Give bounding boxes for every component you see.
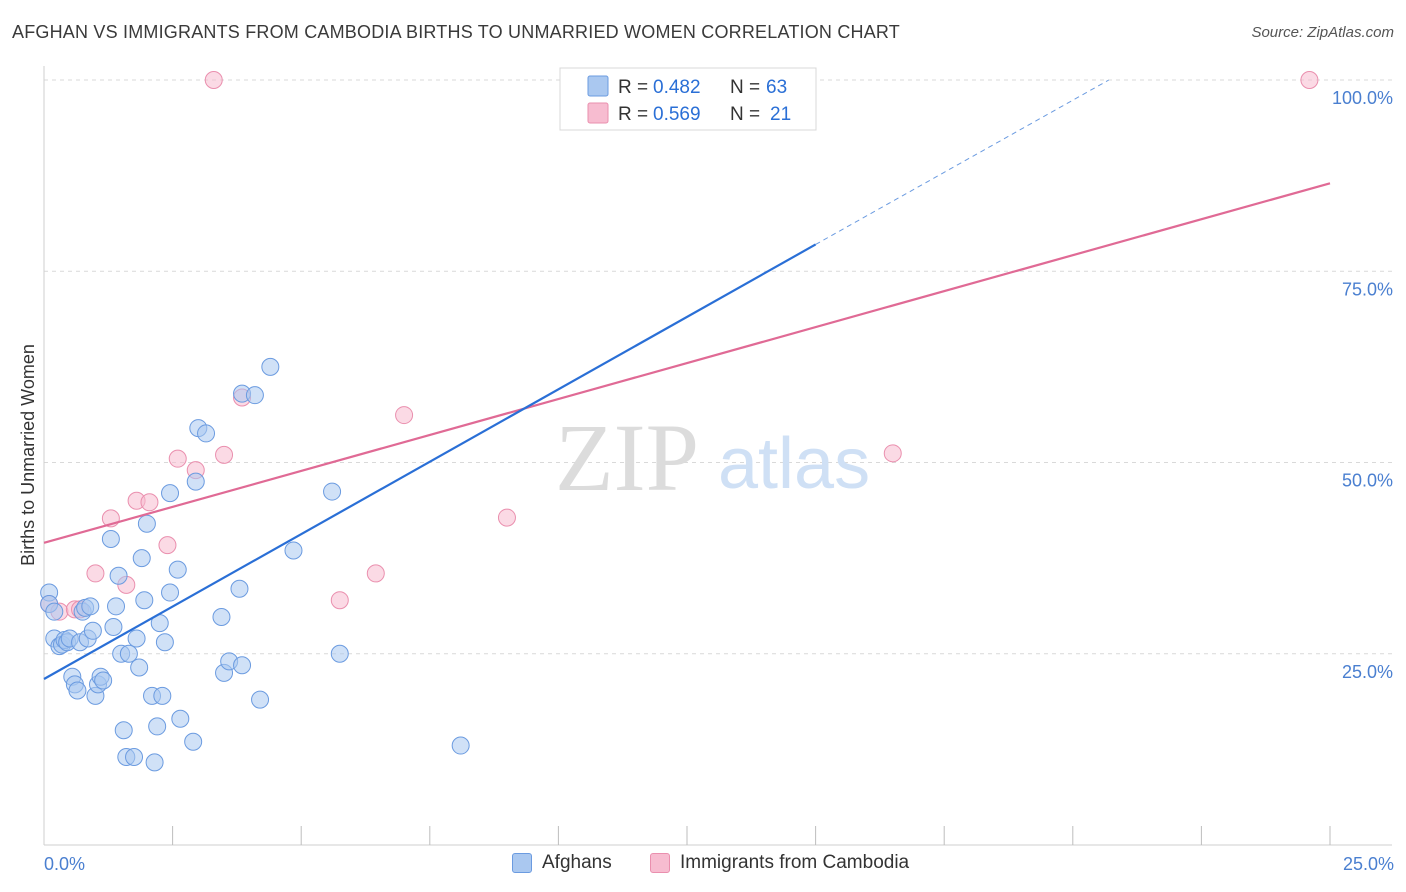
data-point-cambodia <box>330 591 349 610</box>
data-point-afghans <box>161 583 180 602</box>
data-point-afghans <box>81 597 100 616</box>
data-point-afghans <box>148 717 167 736</box>
data-point-afghans <box>261 357 280 376</box>
legend-label-afghans: Afghans <box>542 852 612 873</box>
y-tick-label: 25.0% <box>1342 662 1393 682</box>
y-tick-label: 75.0% <box>1342 279 1393 299</box>
chart-source: Source: ZipAtlas.com <box>1251 24 1394 41</box>
watermark: ZIP atlas <box>555 404 870 511</box>
data-point-afghans <box>155 633 174 652</box>
data-point-cambodia <box>883 444 902 463</box>
data-point-afghans <box>83 621 102 640</box>
trend-line-afghans-extension <box>815 79 1110 245</box>
axes <box>43 66 1392 846</box>
legend-r-value-2: 0.569 <box>653 104 701 125</box>
data-point-afghans <box>119 644 138 663</box>
trend-line-cambodia <box>43 182 1331 544</box>
data-point-afghans <box>135 591 154 610</box>
legend-r-value-1: 0.482 <box>653 77 701 98</box>
data-point-cambodia <box>204 71 223 89</box>
data-point-afghans <box>125 748 144 767</box>
data-point-afghans <box>107 597 126 616</box>
data-point-afghans <box>130 658 149 677</box>
data-point-cambodia <box>215 445 234 464</box>
trend-lines <box>43 79 1331 680</box>
data-point-afghans <box>212 608 231 627</box>
data-point-afghans <box>109 566 128 585</box>
series-cambodia-points <box>40 71 1319 621</box>
legend-n-value-1: 63 <box>766 77 787 98</box>
data-point-afghans <box>104 617 123 636</box>
x-tick-label-left: 0.0% <box>44 854 85 874</box>
legend-r-label-1: R = <box>618 77 648 98</box>
data-point-afghans <box>184 732 203 751</box>
data-point-afghans <box>186 472 205 491</box>
trend-line-afghans <box>43 243 817 680</box>
data-point-cambodia <box>140 493 159 512</box>
y-axis-label: Births to Unmarried Women <box>18 344 38 566</box>
series-afghans-points <box>40 71 588 772</box>
chart-title: AFGHAN VS IMMIGRANTS FROM CAMBODIA BIRTH… <box>12 22 901 42</box>
watermark-atlas: atlas <box>718 424 870 504</box>
series-legend: Afghans Immigrants from Cambodia <box>0 852 1406 878</box>
data-point-afghans <box>233 656 252 675</box>
data-point-afghans <box>127 629 146 648</box>
data-point-afghans <box>145 753 164 772</box>
data-point-cambodia <box>168 449 187 468</box>
legend-n-label-1: N = <box>730 77 760 98</box>
data-point-afghans <box>168 560 187 579</box>
data-point-afghans <box>230 579 249 598</box>
data-point-afghans <box>94 671 113 690</box>
y-tick-label: 50.0% <box>1342 471 1393 491</box>
data-point-cambodia <box>158 536 177 555</box>
data-point-afghans <box>45 602 64 621</box>
data-point-cambodia <box>1300 71 1319 89</box>
data-point-afghans <box>284 541 303 560</box>
watermark-zip: ZIP <box>555 404 699 511</box>
y-tick-label: 100.0% <box>1332 88 1393 108</box>
legend-r-label-2: R = <box>618 104 648 125</box>
data-point-afghans <box>171 709 190 728</box>
legend-item-afghans: Afghans <box>512 852 612 874</box>
data-point-afghans <box>245 386 264 405</box>
data-point-cambodia <box>395 406 414 425</box>
data-point-afghans <box>153 686 172 705</box>
data-point-cambodia <box>366 564 385 583</box>
correlation-legend: R = 0.482 N = 63 R = 0.569 N = 21 <box>559 67 817 131</box>
data-point-cambodia <box>497 508 516 527</box>
legend-swatch-cambodia <box>587 102 609 124</box>
data-point-afghans <box>114 721 133 740</box>
data-point-afghans <box>132 549 151 568</box>
y-tick-labels: 25.0% 50.0% 75.0% 100.0% <box>1332 88 1393 682</box>
data-point-afghans <box>251 690 270 709</box>
x-tick-label-right: 25.0% <box>1343 854 1394 874</box>
legend-n-value-2: 21 <box>770 104 791 125</box>
data-point-afghans <box>330 644 349 663</box>
gridlines <box>44 79 1392 655</box>
legend-item-cambodia: Immigrants from Cambodia <box>650 852 909 874</box>
legend-swatch-afghans <box>587 75 609 97</box>
data-point-afghans <box>137 514 156 533</box>
data-point-afghans <box>323 482 342 501</box>
data-point-cambodia <box>86 564 105 583</box>
legend-swatch-cambodia-bottom <box>650 853 670 873</box>
data-point-afghans <box>101 530 120 548</box>
data-point-afghans <box>68 681 87 700</box>
data-point-afghans <box>197 424 216 443</box>
data-point-afghans <box>451 736 470 755</box>
legend-swatch-afghans-bottom <box>512 853 532 873</box>
legend-label-cambodia: Immigrants from Cambodia <box>680 852 910 873</box>
data-point-afghans <box>161 484 180 503</box>
legend-n-label-2: N = <box>730 104 760 125</box>
